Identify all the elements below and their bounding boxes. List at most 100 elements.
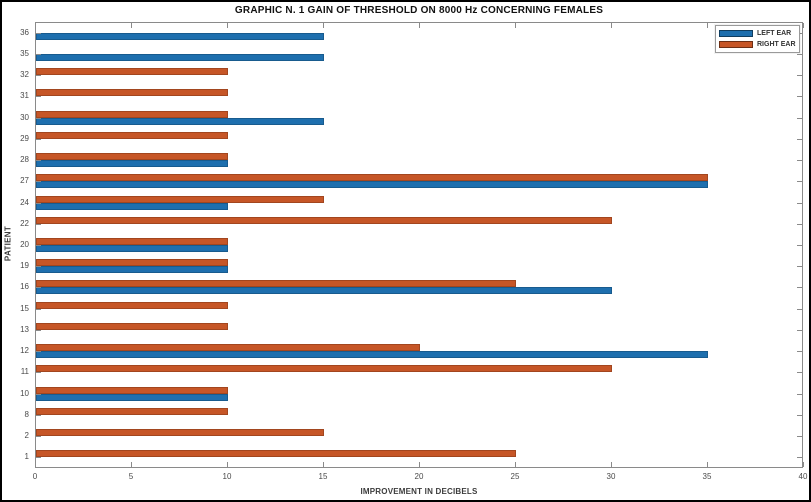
xtick-mark-bottom bbox=[419, 462, 420, 467]
legend-entry-right-ear: RIGHT EAR bbox=[719, 39, 796, 50]
ytick-mark-left bbox=[36, 308, 41, 310]
ytick-mark-left bbox=[36, 202, 41, 204]
ytick-label-35: 35 bbox=[20, 48, 29, 58]
bar-right-ear-patient-30 bbox=[36, 110, 228, 118]
ytick-mark-right bbox=[797, 181, 802, 183]
bar-left-ear-patient-24 bbox=[36, 202, 228, 210]
ytick-label-16: 16 bbox=[20, 282, 29, 292]
xtick-mark-top bbox=[35, 23, 36, 28]
xtick-mark-top bbox=[227, 23, 228, 28]
xtick-label-15: 15 bbox=[318, 472, 328, 481]
ytick-mark-right bbox=[797, 436, 802, 438]
ytick-label-22: 22 bbox=[20, 218, 29, 228]
ytick-mark-left bbox=[36, 329, 41, 331]
bar-left-ear-patient-16 bbox=[36, 287, 612, 295]
xtick-mark-bottom bbox=[707, 462, 708, 467]
xtick-label-5: 5 bbox=[128, 472, 134, 481]
ytick-label-15: 15 bbox=[20, 303, 29, 313]
ytick-mark-right bbox=[797, 160, 802, 162]
ytick-mark-right bbox=[797, 351, 802, 353]
ytick-label-20: 20 bbox=[20, 240, 29, 249]
bar-right-ear-patient-8 bbox=[36, 407, 228, 415]
legend-label: LEFT EAR bbox=[757, 30, 792, 37]
bar-right-ear-patient-11 bbox=[36, 365, 612, 373]
xtick-mark-bottom bbox=[35, 462, 36, 467]
ytick-mark-right bbox=[797, 245, 802, 246]
xtick-mark-top bbox=[419, 23, 420, 28]
xtick-label-35: 35 bbox=[702, 472, 712, 481]
ytick-mark-left bbox=[36, 117, 41, 119]
xtick-mark-bottom bbox=[611, 462, 612, 467]
ytick-mark-left bbox=[36, 436, 41, 438]
ytick-label-28: 28 bbox=[20, 155, 29, 165]
ytick-label-13: 13 bbox=[20, 324, 29, 334]
xtick-mark-top bbox=[323, 23, 324, 28]
ytick-mark-left bbox=[36, 287, 41, 289]
bar-right-ear-patient-29 bbox=[36, 131, 228, 139]
ytick-label-19: 19 bbox=[20, 261, 29, 271]
ytick-label-36: 36 bbox=[20, 27, 29, 37]
ytick-mark-right bbox=[797, 75, 802, 77]
ytick-mark-left bbox=[36, 181, 41, 183]
bar-left-ear-patient-30 bbox=[36, 117, 324, 125]
ytick-mark-left bbox=[36, 138, 41, 140]
legend-swatch-right-ear bbox=[719, 41, 753, 48]
ytick-mark-left bbox=[36, 75, 41, 77]
xtick-mark-bottom bbox=[515, 462, 516, 467]
bar-right-ear-patient-19 bbox=[36, 259, 228, 267]
bar-right-ear-patient-32 bbox=[36, 68, 228, 76]
bar-right-ear-patient-1 bbox=[36, 450, 516, 458]
ytick-label-32: 32 bbox=[20, 70, 29, 80]
bar-right-ear-patient-15 bbox=[36, 301, 228, 309]
bar-right-ear-patient-20 bbox=[36, 238, 228, 245]
ytick-mark-left bbox=[36, 160, 41, 162]
xtick-mark-bottom bbox=[131, 462, 132, 467]
ytick-mark-left bbox=[36, 351, 41, 353]
bar-right-ear-patient-24 bbox=[36, 195, 324, 203]
ytick-mark-right bbox=[797, 53, 802, 55]
bar-right-ear-patient-13 bbox=[36, 322, 228, 330]
xtick-label-30: 30 bbox=[606, 472, 616, 481]
xtick-mark-top bbox=[707, 23, 708, 28]
ytick-label-31: 31 bbox=[20, 91, 29, 101]
ytick-mark-right bbox=[797, 457, 802, 459]
ytick-mark-left bbox=[36, 372, 41, 374]
xtick-label-25: 25 bbox=[510, 472, 520, 481]
bar-right-ear-patient-28 bbox=[36, 153, 228, 161]
bar-left-ear-patient-35 bbox=[36, 53, 324, 61]
ytick-label-30: 30 bbox=[20, 112, 29, 122]
ytick-label-29: 29 bbox=[20, 133, 29, 143]
bar-right-ear-patient-12 bbox=[36, 344, 420, 352]
ytick-mark-left bbox=[36, 53, 41, 55]
ytick-mark-right bbox=[797, 287, 802, 289]
xtick-label-10: 10 bbox=[222, 472, 232, 481]
ytick-mark-left bbox=[36, 223, 41, 225]
ytick-mark-right bbox=[797, 372, 802, 374]
xtick-label-0: 0 bbox=[32, 472, 38, 481]
xtick-label-20: 20 bbox=[414, 472, 424, 481]
ytick-label-2: 2 bbox=[24, 431, 29, 441]
xtick-mark-top bbox=[803, 23, 804, 28]
bar-right-ear-patient-31 bbox=[36, 89, 228, 97]
bar-right-ear-patient-16 bbox=[36, 280, 516, 288]
ytick-mark-left bbox=[36, 457, 41, 459]
ytick-mark-right bbox=[797, 393, 802, 395]
bar-right-ear-patient-10 bbox=[36, 386, 228, 394]
ytick-mark-right bbox=[797, 266, 802, 268]
bar-left-ear-patient-12 bbox=[36, 351, 708, 359]
ytick-mark-left bbox=[36, 414, 41, 416]
ytick-mark-left bbox=[36, 32, 41, 34]
ytick-mark-right bbox=[797, 223, 802, 225]
ytick-label-1: 1 bbox=[24, 452, 29, 462]
ytick-label-12: 12 bbox=[20, 346, 29, 356]
legend-label: RIGHT EAR bbox=[757, 41, 796, 48]
bar-right-ear-patient-22 bbox=[36, 216, 612, 224]
xtick-label-40: 40 bbox=[798, 472, 808, 481]
ytick-mark-right bbox=[797, 96, 802, 98]
ytick-label-11: 11 bbox=[20, 367, 29, 377]
ytick-mark-right bbox=[797, 329, 802, 331]
bar-left-ear-patient-20 bbox=[36, 245, 228, 252]
xtick-mark-bottom bbox=[227, 462, 228, 467]
bar-left-ear-patient-28 bbox=[36, 160, 228, 168]
